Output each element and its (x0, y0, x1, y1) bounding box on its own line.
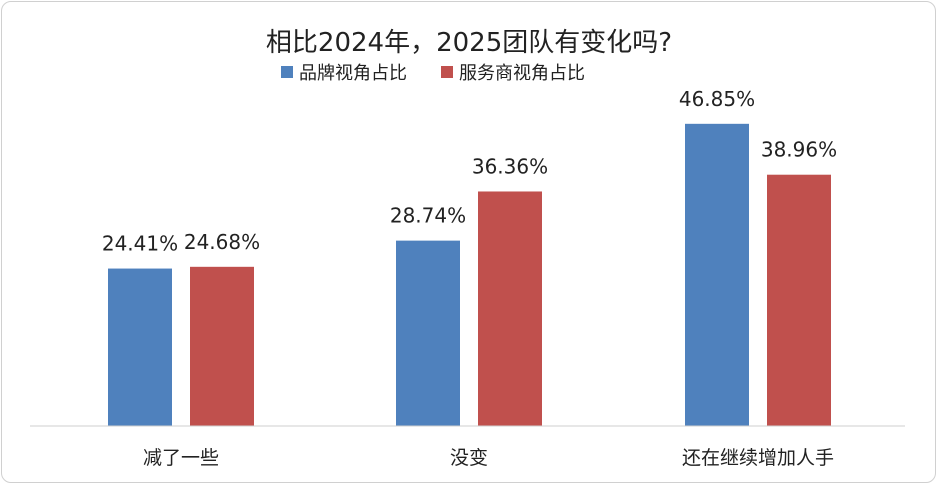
bars (108, 123, 831, 426)
category-labels: 减了一些 没变 还在继续增加人手 (143, 447, 834, 469)
bar-provider-2 (478, 191, 542, 426)
bar-brand-3 (685, 123, 749, 426)
bar-provider-3 (767, 174, 831, 426)
data-label-provider-3: 38.96% (761, 138, 837, 162)
data-label-brand-1: 24.41% (102, 232, 178, 256)
data-label-brand-3: 46.85% (679, 87, 755, 111)
bar-provider-1 (190, 266, 254, 426)
bar-brand-2 (396, 240, 460, 426)
legend-label-brand: 品牌视角占比 (299, 63, 407, 84)
data-label-brand-2: 28.74% (390, 204, 466, 228)
data-label-provider-1: 24.68% (184, 230, 260, 254)
category-label-2: 没变 (450, 447, 488, 469)
category-label-1: 减了一些 (143, 447, 219, 469)
data-label-provider-2: 36.36% (472, 154, 548, 178)
legend-label-provider: 服务商视角占比 (459, 63, 585, 84)
legend: 品牌视角占比 服务商视角占比 (281, 63, 585, 84)
legend-swatch-provider (441, 66, 453, 78)
legend-swatch-brand (281, 66, 293, 78)
bar-brand-1 (108, 268, 172, 426)
data-labels: 24.41% 24.68% 28.74% 36.36% 46.85% 38.96% (102, 87, 837, 256)
category-label-3: 还在继续增加人手 (682, 447, 834, 469)
chart-title: 相比2024年，2025团队有变化吗? (266, 28, 672, 58)
